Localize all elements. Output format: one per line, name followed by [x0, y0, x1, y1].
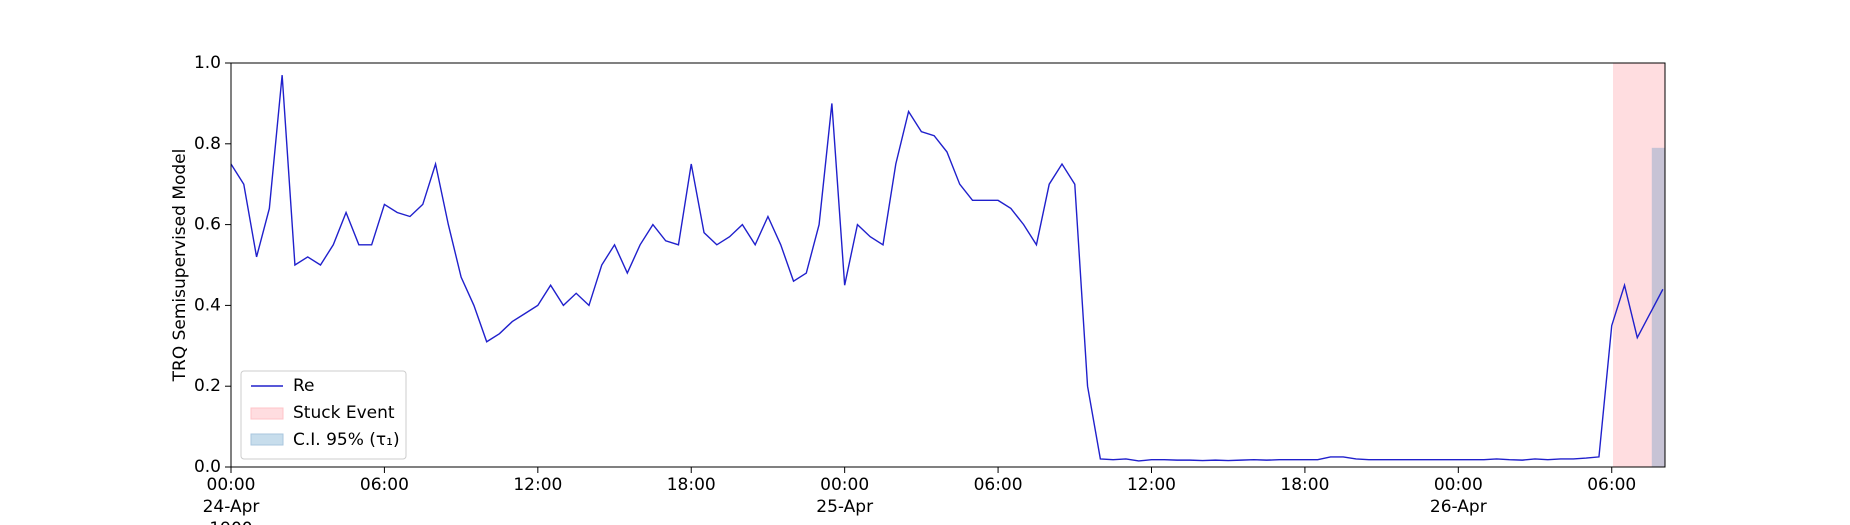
ci-band	[1651, 147, 1665, 467]
series-line	[230, 75, 1664, 462]
x-tick-label: 1900	[209, 519, 252, 525]
y-axis-label: TRQ Semisupervised Model	[170, 149, 190, 383]
x-tick-label: 18:00	[1280, 475, 1329, 495]
legend-label: Stuck Event	[293, 403, 395, 423]
x-tick-label: 06:00	[974, 475, 1023, 495]
y-tick-label: 0.0	[194, 457, 221, 477]
y-tick-label: 1.0	[194, 53, 221, 73]
stuck-event-span	[1613, 63, 1665, 467]
x-tick-label: 12:00	[1127, 475, 1176, 495]
legend-patch	[250, 433, 284, 446]
x-tick-label: 06:00	[360, 475, 409, 495]
x-tick-label: 18:00	[667, 475, 716, 495]
x-tick-label: 25-Apr	[816, 497, 873, 517]
x-tick-label: 26-Apr	[1430, 497, 1487, 517]
x-tick-label: 00:00	[207, 475, 256, 495]
legend-label: C.I. 95% (τ₁)	[293, 430, 400, 450]
y-tick-label: 0.2	[194, 376, 221, 396]
y-tick-label: 0.6	[194, 215, 221, 235]
legend-patch	[250, 407, 284, 420]
plot-frame	[230, 62, 1666, 468]
legend-box	[240, 370, 407, 460]
x-tick-label: 24-Apr	[203, 497, 260, 517]
y-tick-label: 0.4	[194, 295, 221, 315]
legend-label: Re	[293, 376, 315, 396]
x-tick-label: 06:00	[1587, 475, 1636, 495]
y-tick-label: 0.8	[194, 134, 221, 154]
x-tick-label: 00:00	[1434, 475, 1483, 495]
x-tick-label: 12:00	[513, 475, 562, 495]
x-tick-label: 00:00	[820, 475, 869, 495]
